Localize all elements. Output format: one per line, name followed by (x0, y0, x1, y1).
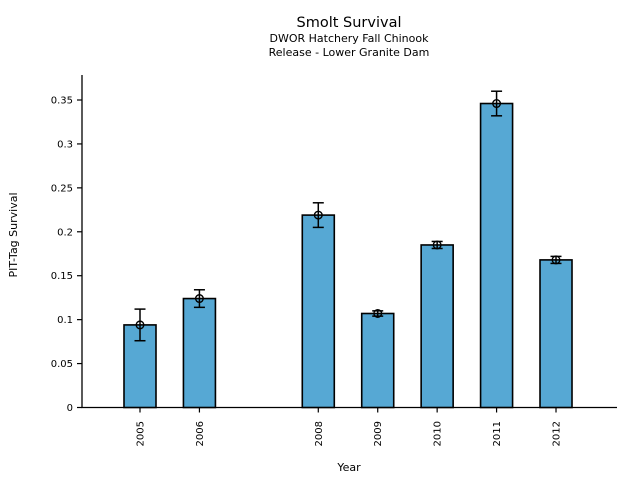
y-tick-label-0.3: 0.3 (57, 139, 73, 150)
x-tick-label-2012: 2012 (552, 421, 563, 446)
point-marker-2011 (492, 99, 502, 109)
y-tick-label-0.1: 0.1 (57, 315, 73, 326)
bar-2010 (420, 244, 454, 409)
point-marker-2010 (432, 240, 442, 250)
bar-2012 (539, 259, 573, 409)
y-tick-label-0.35: 0.35 (51, 96, 73, 107)
bar-2008 (301, 214, 336, 409)
bar-2011 (479, 102, 514, 409)
x-axis-label: Year (336, 461, 361, 474)
x-tick-label-2011: 2011 (492, 421, 503, 446)
bar-2006 (182, 297, 217, 409)
y-tick-label-0.15: 0.15 (51, 271, 73, 282)
point-marker-2009 (373, 308, 383, 318)
point-marker-2006 (194, 294, 204, 304)
y-tick-label-0.2: 0.2 (57, 227, 73, 238)
point-marker-2012 (551, 255, 561, 265)
point-marker-2005 (135, 320, 145, 330)
y-tick-label-0: 0 (67, 403, 73, 414)
chart-subtitle-line2: Release - Lower Granite Dam (269, 46, 430, 59)
axes-group (81, 75, 617, 409)
x-tick-label-2006: 2006 (195, 421, 206, 446)
chart-subtitle-line1: DWOR Hatchery Fall Chinook (270, 32, 430, 45)
bars-group (123, 90, 573, 409)
x-tick-label-2009: 2009 (373, 421, 384, 446)
bar-2009 (360, 312, 395, 409)
y-tick-label-0.05: 0.05 (51, 359, 73, 370)
y-tick-label-0.25: 0.25 (51, 183, 73, 194)
x-tick-label-2008: 2008 (314, 421, 325, 446)
chart-title: Smolt Survival (297, 15, 402, 31)
x-tick-label-2005: 2005 (136, 421, 147, 446)
point-marker-2008 (313, 210, 323, 220)
x-tick-label-2010: 2010 (433, 421, 444, 446)
ticks-group: 0 0.05 0.1 0.15 0.2 0.25 0.3 0.35 2005 2006 2008 20… (51, 96, 563, 447)
y-axis-label: PIT-Tag Survival (7, 192, 20, 277)
